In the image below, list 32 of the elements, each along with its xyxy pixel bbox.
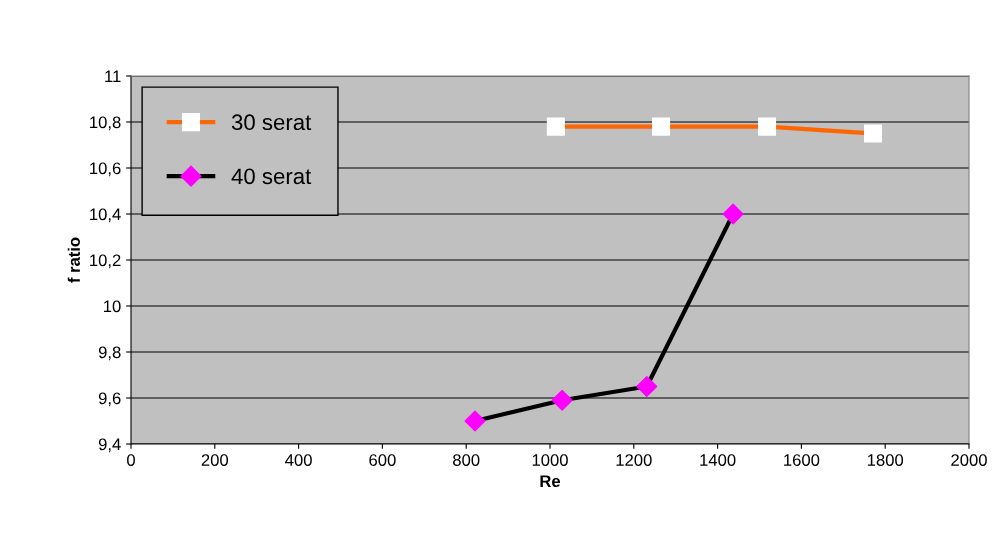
x-tick-label: 800	[453, 454, 480, 466]
x-tick-label: 1800	[867, 454, 904, 466]
x-tick-label: 1400	[700, 454, 736, 466]
y-tick-label: 9,6	[98, 392, 121, 407]
y-tick-label: 10	[104, 300, 121, 313]
y-tick-label: 10,6	[90, 162, 121, 177]
point	[864, 124, 883, 143]
point	[546, 117, 565, 136]
y-tick-label: 9,8	[98, 346, 121, 361]
x-tick-label: 0	[127, 454, 135, 466]
point	[722, 203, 744, 225]
point	[551, 389, 573, 411]
legend-label: 40 serat	[231, 168, 312, 185]
point	[636, 375, 658, 398]
legend-label: 30 serat	[231, 114, 312, 131]
x-tick-label: 1600	[784, 454, 820, 466]
x-tick-label: 400	[285, 454, 312, 466]
y-axis-title: f ratio	[67, 237, 80, 283]
y-tick-label: 10,8	[90, 116, 121, 131]
x-tick-label: 200	[201, 454, 229, 466]
x-tick-label: 2000	[951, 454, 987, 466]
y-tick-label: 10,4	[90, 208, 121, 223]
point	[464, 410, 486, 432]
x-tick-label: 1200	[616, 454, 652, 466]
x-tick-label: 1000	[532, 454, 568, 466]
y-tick-label: 9,4	[98, 438, 121, 453]
point	[758, 117, 777, 136]
point	[652, 117, 671, 136]
y-tick-label: 11	[105, 70, 121, 83]
x-axis-title: Re	[540, 475, 561, 488]
y-tick-label: 10,2	[90, 254, 121, 269]
x-tick-label: 600	[369, 454, 396, 466]
